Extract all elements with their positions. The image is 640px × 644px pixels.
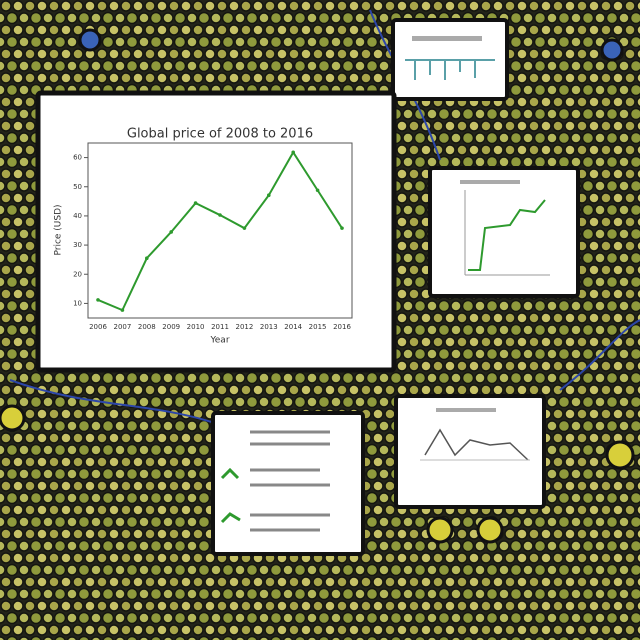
x-tick-label: 2009 xyxy=(162,323,180,331)
thumb-panel xyxy=(391,18,509,101)
y-tick-label: 10 xyxy=(73,299,82,307)
data-point xyxy=(169,230,173,234)
x-tick-label: 2016 xyxy=(333,323,351,331)
y-tick-label: 50 xyxy=(73,183,82,191)
data-point xyxy=(96,298,100,302)
data-point xyxy=(267,193,271,198)
data-point xyxy=(218,213,222,217)
thumb-panel xyxy=(394,394,546,509)
data-point xyxy=(120,308,125,312)
x-tick-label: 2011 xyxy=(211,323,229,331)
thumb-panel xyxy=(428,166,580,298)
decor-dots xyxy=(0,28,635,544)
data-point xyxy=(242,226,247,230)
y-tick-label: 40 xyxy=(73,212,82,220)
data-point xyxy=(315,188,320,193)
y-axis-label: Price (USD) xyxy=(54,204,64,255)
x-tick-label: 2013 xyxy=(260,323,278,331)
data-point xyxy=(193,201,198,205)
y-tick-label: 60 xyxy=(73,154,82,162)
x-tick-label: 2014 xyxy=(284,323,302,331)
data-point xyxy=(340,226,344,230)
y-tick-label: 20 xyxy=(73,270,82,278)
x-tick-label: 2007 xyxy=(113,323,131,331)
x-axis-label: Year xyxy=(209,336,229,346)
x-tick-label: 2006 xyxy=(89,323,107,331)
x-tick-label: 2010 xyxy=(187,323,205,331)
x-tick-label: 2008 xyxy=(138,323,156,331)
chart-title: Global price of 2008 to 2016 xyxy=(127,127,313,142)
x-tick-label: 2015 xyxy=(309,323,327,331)
data-point xyxy=(291,150,296,155)
thumb-panel xyxy=(211,411,365,556)
data-point xyxy=(145,256,149,261)
x-tick-label: 2012 xyxy=(235,323,253,331)
y-tick-label: 30 xyxy=(73,241,82,249)
plot-frame xyxy=(87,142,353,319)
